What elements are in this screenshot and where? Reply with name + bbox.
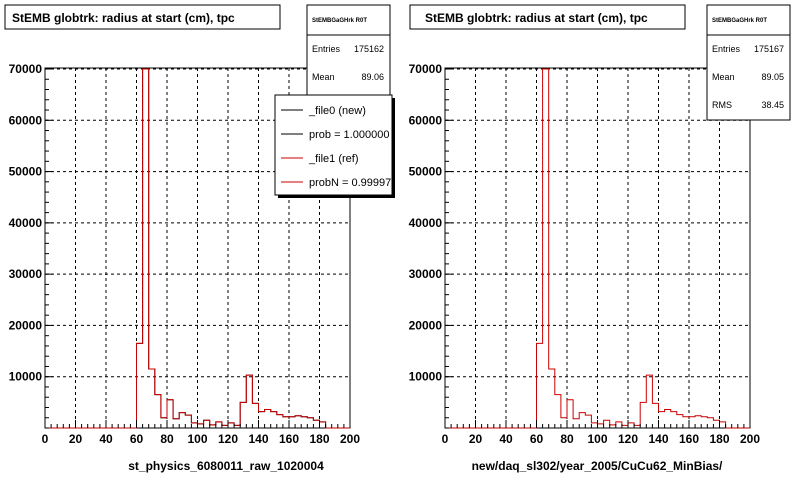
y-tick-label: 50000 — [409, 165, 443, 179]
title-box-left — [4, 4, 281, 30]
histogram-series-series-0 — [445, 68, 750, 429]
x-tick-label: 0 — [42, 432, 49, 446]
x-tick-label: 120 — [618, 432, 638, 446]
y-tick-label: 70000 — [409, 62, 443, 76]
stats-name-right: StEMBGaGHrk R0T — [712, 18, 767, 24]
histogram-panel-left: 0 20 40 60 80 100 120 140 160 180 200 10000 20000 300… — [4, 4, 395, 473]
stats-mean-value-right: 89.05 — [761, 72, 784, 82]
x-tick-label: 160 — [679, 432, 699, 446]
y-tick-label: 50000 — [9, 165, 43, 179]
y-tick-label: 40000 — [9, 216, 43, 230]
y-tick-label: 30000 — [409, 267, 443, 281]
x-tick-label: 60 — [130, 432, 144, 446]
x-tick-label: 180 — [709, 432, 729, 446]
legend-left: _file0 (new) prob = 1.000000 _file1 (ref… — [274, 94, 395, 198]
x-tick-label: 40 — [99, 432, 113, 446]
x-tick-label: 40 — [499, 432, 513, 446]
stats-rms-label-right: RMS — [712, 100, 732, 110]
y-tick-label: 60000 — [409, 113, 443, 127]
axis-ticks-right: 0 20 40 60 80 100 120 140 160 180 200 10000 20000 300… — [409, 62, 761, 446]
y-tick-label: 20000 — [409, 318, 443, 332]
legend-entry-prob: prob = 1.000000 — [309, 129, 389, 141]
y-tick-label: 70000 — [9, 62, 43, 76]
y-tick-label: 10000 — [409, 370, 443, 384]
x-tick-label: 120 — [218, 432, 238, 446]
stats-mean-value-left: 89.06 — [361, 72, 384, 82]
grid-lines-right — [445, 68, 750, 428]
y-tick-label: 10000 — [9, 370, 43, 384]
x-tick-label: 200 — [740, 432, 760, 446]
x-tick-label: 80 — [160, 432, 174, 446]
stats-entries-label-left: Entries — [312, 44, 341, 54]
axis-ticks-left: 0 20 40 60 80 100 120 140 160 180 200 10000 20000 300… — [9, 62, 361, 446]
histogram-bars-right — [445, 68, 750, 429]
stats-name-left: StEMBGaGHrk R0T — [312, 18, 367, 24]
x-tick-label: 20 — [69, 432, 83, 446]
y-tick-label: 30000 — [9, 267, 43, 281]
x-axis-label-right: new/daq_sl302/year_2005/CuCu62_MinBias/ — [472, 459, 723, 473]
stats-mean-label-left: Mean — [312, 72, 335, 82]
stats-box-right: StEMBGaGHrk R0T Entries 175167 Mean 89.0… — [706, 4, 791, 121]
x-tick-label: 140 — [648, 432, 668, 446]
legend-entry-new: _file0 (new) — [308, 105, 366, 117]
legend-entry-probn: probN = 0.99997 — [309, 177, 391, 189]
x-tick-label: 100 — [187, 432, 207, 446]
legend-entry-ref: _file1 (ref) — [308, 153, 359, 165]
x-tick-label: 140 — [248, 432, 268, 446]
x-tick-label: 20 — [469, 432, 483, 446]
x-tick-label: 60 — [530, 432, 544, 446]
stats-entries-value-left: 175162 — [354, 44, 384, 54]
stats-rms-value-right: 38.45 — [761, 100, 784, 110]
x-tick-label: 100 — [587, 432, 607, 446]
stats-entries-label-right: Entries — [712, 44, 741, 54]
chart-title-left: StEMB globtrk: radius at start (cm), tpc — [12, 11, 235, 25]
x-tick-label: 180 — [309, 432, 329, 446]
x-tick-label: 160 — [279, 432, 299, 446]
histogram-panel-right: 0 20 40 60 80 100 120 140 160 180 200 10000 20000 300… — [409, 4, 791, 473]
x-axis-label-left: st_physics_6080011_raw_1020004 — [128, 459, 324, 473]
histogram-bars-left — [45, 68, 350, 429]
stats-entries-value-right: 175167 — [754, 44, 784, 54]
y-tick-label: 40000 — [409, 216, 443, 230]
title-box-right — [409, 4, 686, 30]
histogram-series--file1-ref- — [45, 68, 350, 429]
x-tick-label: 200 — [340, 432, 360, 446]
chart-title-right: StEMB globtrk: radius at start (cm), tpc — [425, 11, 648, 25]
x-tick-label: 0 — [442, 432, 449, 446]
y-tick-label: 60000 — [9, 113, 43, 127]
x-tick-label: 80 — [560, 432, 574, 446]
stats-mean-label-right: Mean — [712, 72, 735, 82]
y-tick-label: 20000 — [9, 318, 43, 332]
